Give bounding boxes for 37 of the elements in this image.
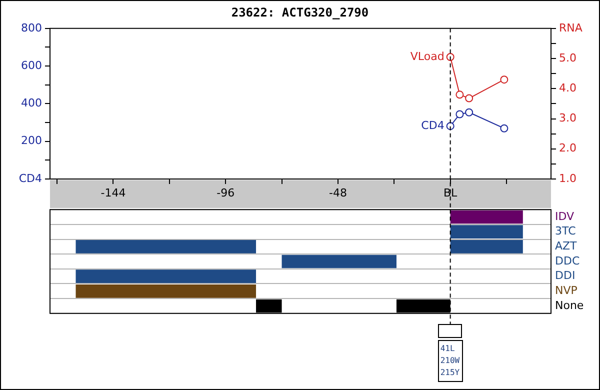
- x-tick-label: BL: [443, 186, 458, 200]
- x-tick-label: -48: [328, 186, 347, 200]
- y-tick-label: 200: [21, 134, 42, 148]
- bar: [282, 254, 396, 268]
- y-tick-label: NVP: [555, 284, 578, 298]
- bar: [76, 240, 256, 254]
- x-tick-label: -96: [216, 186, 235, 200]
- y-tick-label: 400: [21, 96, 42, 110]
- series-label: VLoad: [410, 50, 444, 63]
- bar: [76, 284, 256, 298]
- bar: [76, 270, 256, 283]
- y-tick-label: DDC: [555, 254, 580, 268]
- y2-tick-label: RNA: [559, 21, 583, 34]
- y2-tick-label: 4.0: [559, 82, 576, 94]
- y2-tick-label: 1.0: [559, 172, 576, 185]
- y2-tick-label: 2.0: [559, 142, 576, 155]
- chart-title: 23622: ACTG320_2790: [231, 5, 369, 20]
- x-tick-label: -144: [100, 186, 126, 200]
- point: [465, 94, 474, 102]
- y-tick-label: IDV: [555, 210, 575, 223]
- point: [465, 108, 474, 116]
- point: [500, 76, 508, 84]
- y-tick-label: None: [555, 298, 584, 312]
- point: [456, 90, 464, 99]
- series-label: CD4: [421, 118, 444, 132]
- point: [456, 110, 464, 118]
- point: [500, 124, 508, 132]
- y-tick-label: 600: [21, 58, 42, 72]
- y-tick-label: CD4: [18, 172, 42, 185]
- text: 41L 210W 215Y: [438, 340, 464, 382]
- y-tick-label: AZT: [555, 240, 578, 253]
- y-tick-label: DDI: [555, 269, 576, 282]
- y2-tick-label: 3.0: [559, 112, 576, 125]
- y2-tick-label: 5.0: [559, 51, 576, 64]
- bar: [450, 210, 523, 224]
- y-tick-label: 800: [21, 21, 42, 34]
- y-tick-label: 3TC: [555, 224, 576, 238]
